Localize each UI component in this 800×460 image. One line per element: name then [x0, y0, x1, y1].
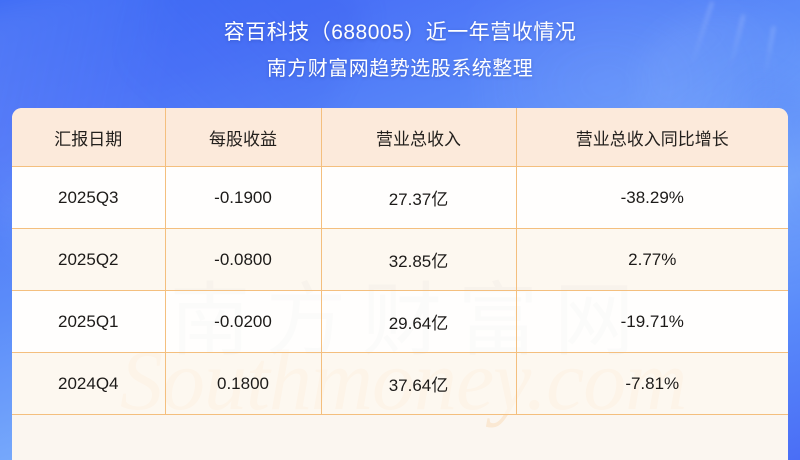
cell-yoy: -19.71% — [516, 290, 788, 353]
cell-period: 2025Q3 — [12, 166, 166, 229]
page-title: 容百科技（688005）近一年营收情况 — [223, 21, 577, 44]
financial-table-card: 南方财富网 Southmoney.com 汇报日期 每股收益 营业总收入 营业总… — [12, 108, 788, 460]
cell-revenue: 29.64亿 — [321, 290, 517, 353]
cell-period: 2025Q1 — [12, 290, 166, 353]
column-header-eps[interactable]: 每股收益 — [165, 108, 322, 167]
cell-period: 2025Q2 — [12, 228, 166, 291]
page-subtitle: 南方财富网趋势选股系统整理 — [266, 58, 534, 80]
cell-eps: 0.1800 — [165, 352, 322, 415]
cell-revenue: 37.64亿 — [321, 352, 517, 415]
column-header-yoy[interactable]: 营业总收入同比增长 — [516, 108, 788, 167]
page-header: 容百科技（688005）近一年营收情况 南方财富网趋势选股系统整理 — [0, 18, 800, 84]
column-header-period[interactable]: 汇报日期 — [12, 108, 166, 167]
cell-period: 2024Q4 — [12, 352, 166, 415]
table-row: 2025Q2 -0.0800 32.85亿 2.77% — [12, 228, 788, 291]
table-row: 2024Q4 0.1800 37.64亿 -7.81% — [12, 352, 788, 415]
cell-yoy: -38.29% — [516, 166, 788, 229]
cell-yoy: 2.77% — [516, 228, 788, 291]
table-row: 2025Q3 -0.1900 27.37亿 -38.29% — [12, 166, 788, 229]
cell-revenue: 32.85亿 — [321, 228, 517, 291]
cell-yoy: -7.81% — [516, 352, 788, 415]
cell-eps: -0.1900 — [165, 166, 322, 229]
table-header-row: 汇报日期 每股收益 营业总收入 营业总收入同比增长 — [12, 108, 788, 167]
financial-data-table: 汇报日期 每股收益 营业总收入 营业总收入同比增长 2025Q3 -0.1900… — [12, 108, 788, 415]
cell-eps: -0.0200 — [165, 290, 322, 353]
cell-revenue: 27.37亿 — [321, 166, 517, 229]
table-row: 2025Q1 -0.0200 29.64亿 -19.71% — [12, 290, 788, 353]
cell-eps: -0.0800 — [165, 228, 322, 291]
column-header-revenue[interactable]: 营业总收入 — [321, 108, 517, 167]
